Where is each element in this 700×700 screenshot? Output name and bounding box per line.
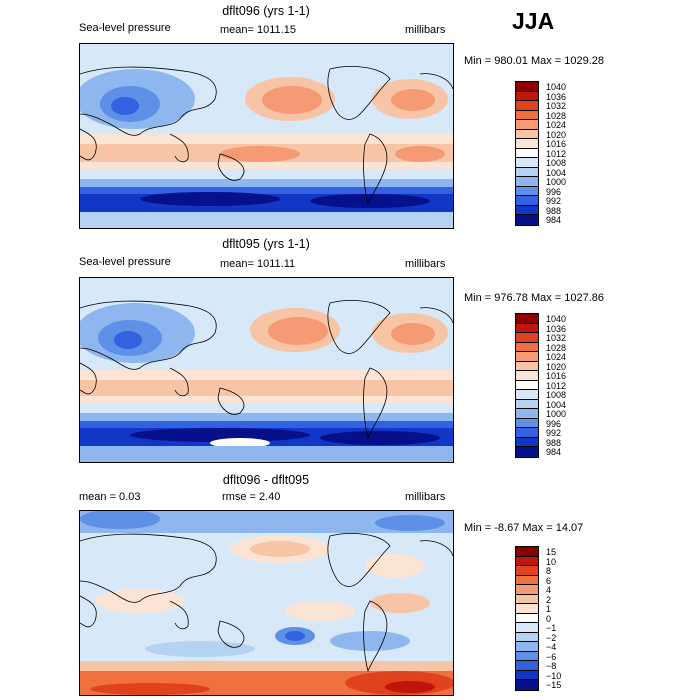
colorbar-label: 996 <box>546 186 562 197</box>
panel1-minmax: Min = 980.01 Max = 1029.28 <box>464 55 605 67</box>
colorbar-label: −15 <box>546 680 562 690</box>
colorbar-label: 1004 <box>546 399 567 410</box>
colorbar-label: 996 <box>546 418 562 429</box>
colorbar-label: −8 <box>546 661 557 671</box>
panel2-colorbar <box>515 313 539 458</box>
colorbar-label: 1012 <box>546 148 567 159</box>
colorbar-label: 1028 <box>546 110 567 121</box>
colorbar-label: 1036 <box>546 323 567 334</box>
panel1-mean: mean= 1011.15 <box>220 24 296 36</box>
season-label: JJA <box>512 8 555 34</box>
panel2-units: millibars <box>405 258 446 270</box>
panel3-units: millibars <box>405 491 446 503</box>
colorbar-label: 15 <box>546 547 557 557</box>
colorbar-label: 1020 <box>546 361 567 372</box>
colorbar-label: 1008 <box>546 390 567 400</box>
colorbar-label: 8 <box>546 566 552 576</box>
panel2-mean: mean= 1011.11 <box>220 258 296 270</box>
colorbar-label: 1036 <box>546 91 567 102</box>
colorbar-label: −2 <box>546 632 557 643</box>
colorbar-label: 4 <box>546 585 552 595</box>
colorbar-label: 1040 <box>546 314 567 324</box>
panel3-mean: mean = 0.03 <box>79 491 141 503</box>
colorbar-label: 984 <box>546 447 562 457</box>
colorbar-label: 1040 <box>546 82 567 92</box>
colorbar-label: 1008 <box>546 158 567 168</box>
panel3-colorbar <box>515 546 539 691</box>
colorbar-label: 992 <box>546 196 562 206</box>
panel3-minmax: Min = -8.67 Max = 14.07 <box>464 522 584 534</box>
panel1-map <box>79 43 454 229</box>
colorbar-label: 1004 <box>546 167 567 178</box>
colorbar-label: 1016 <box>546 139 567 149</box>
panel2-field-label: Sea-level pressure <box>79 256 171 268</box>
panel1-colorbar <box>515 81 539 226</box>
colorbar-label: 992 <box>546 428 562 438</box>
panel3-title: dflt096 - dflt095 <box>222 473 310 487</box>
colorbar-label: 0 <box>546 613 552 624</box>
panel2-minmax: Min = 976.78 Max = 1027.86 <box>464 292 605 304</box>
colorbar-label: 1024 <box>546 120 567 130</box>
colorbar-label: −4 <box>546 642 557 652</box>
colorbar-label: 1016 <box>546 371 567 381</box>
colorbar-label: 1012 <box>546 380 567 391</box>
colorbar-label: 984 <box>546 215 562 225</box>
colorbar-label: −10 <box>546 670 562 681</box>
colorbar-label: 10 <box>546 556 557 567</box>
colorbar-label: 988 <box>546 205 562 216</box>
colorbar-label: 1032 <box>546 101 567 111</box>
colorbar-label: 1000 <box>546 177 567 187</box>
colorbar-label: 1032 <box>546 333 567 343</box>
panel1-field-label: Sea-level pressure <box>79 22 171 34</box>
panel2-map <box>79 277 454 463</box>
panel3-map <box>79 510 454 696</box>
colorbar-label: 1024 <box>546 352 567 362</box>
colorbar-label: 6 <box>546 575 552 586</box>
panel1-units: millibars <box>405 24 446 36</box>
panel3-rmse: rmse = 2.40 <box>222 491 281 503</box>
colorbar-label: −1 <box>546 623 557 633</box>
panel2-title: dflt095 (yrs 1-1) <box>222 237 310 251</box>
colorbar-label: −6 <box>546 651 557 662</box>
colorbar-label: 2 <box>546 594 552 605</box>
colorbar-label: 1028 <box>546 342 567 353</box>
colorbar-label: 1000 <box>546 409 567 419</box>
panel1-title: dflt096 (yrs 1-1) <box>222 4 310 18</box>
colorbar-label: 1 <box>546 604 552 614</box>
colorbar-label: 988 <box>546 437 562 448</box>
colorbar-label: 1020 <box>546 129 567 140</box>
